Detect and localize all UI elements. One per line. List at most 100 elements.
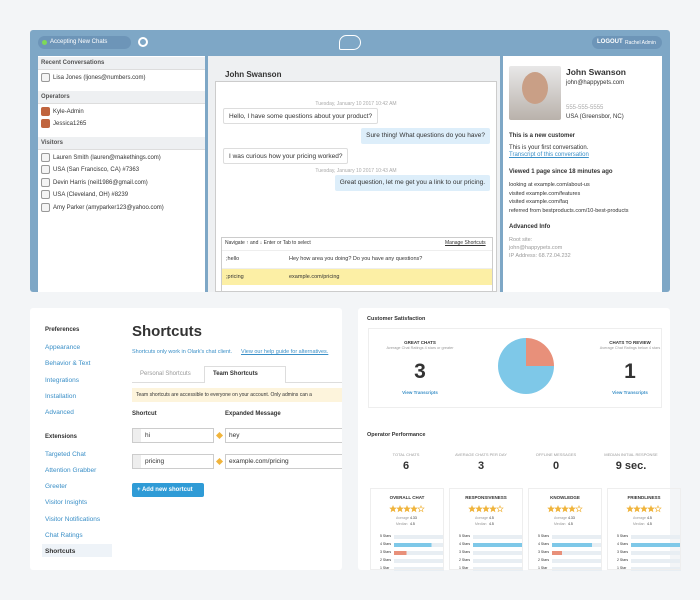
- star-label: 5 Stars: [538, 534, 550, 538]
- message-input[interactable]: [225, 454, 342, 469]
- nav-link[interactable]: Visitor Insights: [45, 499, 88, 507]
- avg-value: 4.5: [647, 516, 652, 520]
- star-label: 5 Stars: [380, 534, 392, 538]
- contact[interactable]: USA (San Francisco, CA) #7363: [53, 167, 140, 173]
- nav-link[interactable]: Attention Grabber: [45, 466, 97, 474]
- transcript-link[interactable]: Transcript of this conversation: [509, 152, 589, 158]
- star-label: 3 Stars: [617, 550, 629, 554]
- nav-heading: Extensions: [45, 433, 78, 440]
- nav-link[interactable]: Appearance: [45, 344, 81, 351]
- advanced-line: IP Address: 68.72.04.232: [509, 253, 571, 259]
- rating-title: FRIENDLINESS: [627, 495, 661, 500]
- status-pill[interactable]: [38, 36, 131, 49]
- shortcut-text: Hey how area you doing? Do you have any …: [289, 256, 423, 262]
- notice: [132, 388, 342, 402]
- median-label: Median: [554, 522, 566, 526]
- manage-shortcuts[interactable]: Manage Shortcuts: [445, 240, 486, 246]
- star-label: 3 Stars: [538, 550, 550, 554]
- nav-heading: Preferences: [45, 327, 80, 333]
- avg-label: Average: [475, 516, 488, 520]
- nav-link[interactable]: Installation: [45, 392, 77, 400]
- help-link[interactable]: View our help guide for alternatives.: [241, 349, 329, 355]
- contact[interactable]: USA (Cleveland, OH) #8239: [53, 192, 129, 198]
- avatar: [41, 106, 50, 116]
- section-title: Operators: [41, 93, 70, 100]
- nav-link[interactable]: Shortcuts: [45, 548, 76, 556]
- star-label: 2 Stars: [459, 558, 471, 562]
- nav-link[interactable]: Chat Ratings: [45, 532, 83, 539]
- median-value: 4.5: [647, 522, 652, 526]
- nav-link[interactable]: Advanced: [45, 409, 74, 417]
- card-sub: Average Chat Ratings below 4 stars: [599, 346, 661, 350]
- stat-label: OFFLINE MESSAGES: [535, 452, 577, 457]
- stat-value: 9 sec.: [615, 460, 647, 472]
- card-link[interactable]: View Transcripts: [612, 390, 648, 395]
- settings-subtitle: Shortcuts only work in Olark's chat clie…: [132, 349, 233, 355]
- nav-link[interactable]: Integrations: [45, 376, 79, 384]
- timestamp: Tuesday, January 10 2017 10:43 AM: [315, 168, 397, 174]
- advanced-line: john@happypets.com: [509, 245, 563, 251]
- contact[interactable]: Devin Harris (neil1986@gmail.com): [53, 179, 148, 186]
- settings-title: Shortcuts: [132, 323, 203, 340]
- message-input[interactable]: [225, 428, 342, 443]
- tab[interactable]: Personal Shortcuts: [140, 371, 191, 377]
- card-title: GREAT CHATS: [404, 340, 436, 345]
- stat-label: MEDIAN INITIAL RESPONSE: [604, 452, 658, 457]
- star-label: 4 Stars: [617, 542, 629, 546]
- star-label: 3 Stars: [380, 550, 392, 554]
- median-value: 4.5: [489, 522, 494, 526]
- nav-link[interactable]: Behavior & Text: [45, 360, 91, 368]
- section-header: [38, 136, 205, 150]
- avatar: [41, 73, 50, 82]
- star-label: 4 Stars: [459, 542, 471, 546]
- nav-link[interactable]: Visitor Notifications: [45, 515, 101, 523]
- rating-card: [370, 488, 444, 570]
- visitor-message: Hello, I have some questions about your …: [223, 108, 379, 124]
- contact[interactable]: Lauren Smith (lauren@makethings.com): [53, 154, 161, 161]
- photo-head: [522, 72, 548, 104]
- settings-icon[interactable]: [138, 37, 148, 47]
- popup-row[interactable]: [222, 268, 492, 285]
- tab[interactable]: Team Shortcuts: [213, 371, 258, 377]
- chat-header: [215, 66, 497, 82]
- timestamp: Tuesday, January 10 2017 10:42 AM: [315, 101, 397, 107]
- shortcut-input[interactable]: [132, 454, 214, 469]
- rating-title: OVERALL CHAT: [389, 495, 425, 500]
- rating-title: KNOWLEDGE: [550, 495, 580, 500]
- avg-label: Average: [554, 516, 567, 520]
- contact[interactable]: Lisa Jones (ljones@numbers.com): [53, 75, 146, 81]
- tab-active: [204, 366, 286, 383]
- shortcut-key: ;pricing: [226, 274, 244, 280]
- star-label: 1 Star: [380, 566, 390, 570]
- contact[interactable]: Amy Parker (amyparker123@yahoo.com): [53, 204, 164, 211]
- satisfaction-box: [368, 328, 662, 408]
- median-label: Median: [475, 522, 487, 526]
- stat-value: 6: [402, 460, 410, 472]
- visit: looking at example.com/about-us: [509, 182, 590, 188]
- column-header: Expanded Message: [225, 411, 281, 417]
- avatar: [41, 190, 50, 199]
- status-dot: [42, 40, 47, 45]
- card-link[interactable]: View Transcripts: [402, 390, 438, 395]
- star-label: 1 Star: [538, 566, 548, 570]
- shortcut-input[interactable]: [132, 428, 214, 443]
- rating-title: RESPONSIVENESS: [465, 495, 507, 500]
- logout-pill[interactable]: [592, 36, 662, 49]
- contact[interactable]: Jessica1265: [53, 121, 87, 127]
- nav-link[interactable]: Targeted Chat: [45, 450, 86, 458]
- add-button[interactable]: [132, 483, 204, 497]
- column-header: Shortcut: [132, 411, 157, 417]
- status: Accepting New Chats: [50, 39, 108, 45]
- operator-message: Sure thing! What questions do you have?: [361, 128, 490, 144]
- star-label: 3 Stars: [459, 550, 471, 554]
- contact[interactable]: Kyle-Admin: [53, 108, 84, 115]
- semicolon-tag: [133, 455, 141, 468]
- rating-card: [449, 488, 523, 570]
- logo: [339, 35, 361, 50]
- section-title: Visitors: [41, 139, 63, 146]
- median-value: 4.5: [410, 522, 415, 526]
- popup-row[interactable]: [222, 250, 492, 267]
- add-button-text: + Add new shortcut: [137, 487, 193, 493]
- nav-link[interactable]: Greeter: [45, 483, 68, 491]
